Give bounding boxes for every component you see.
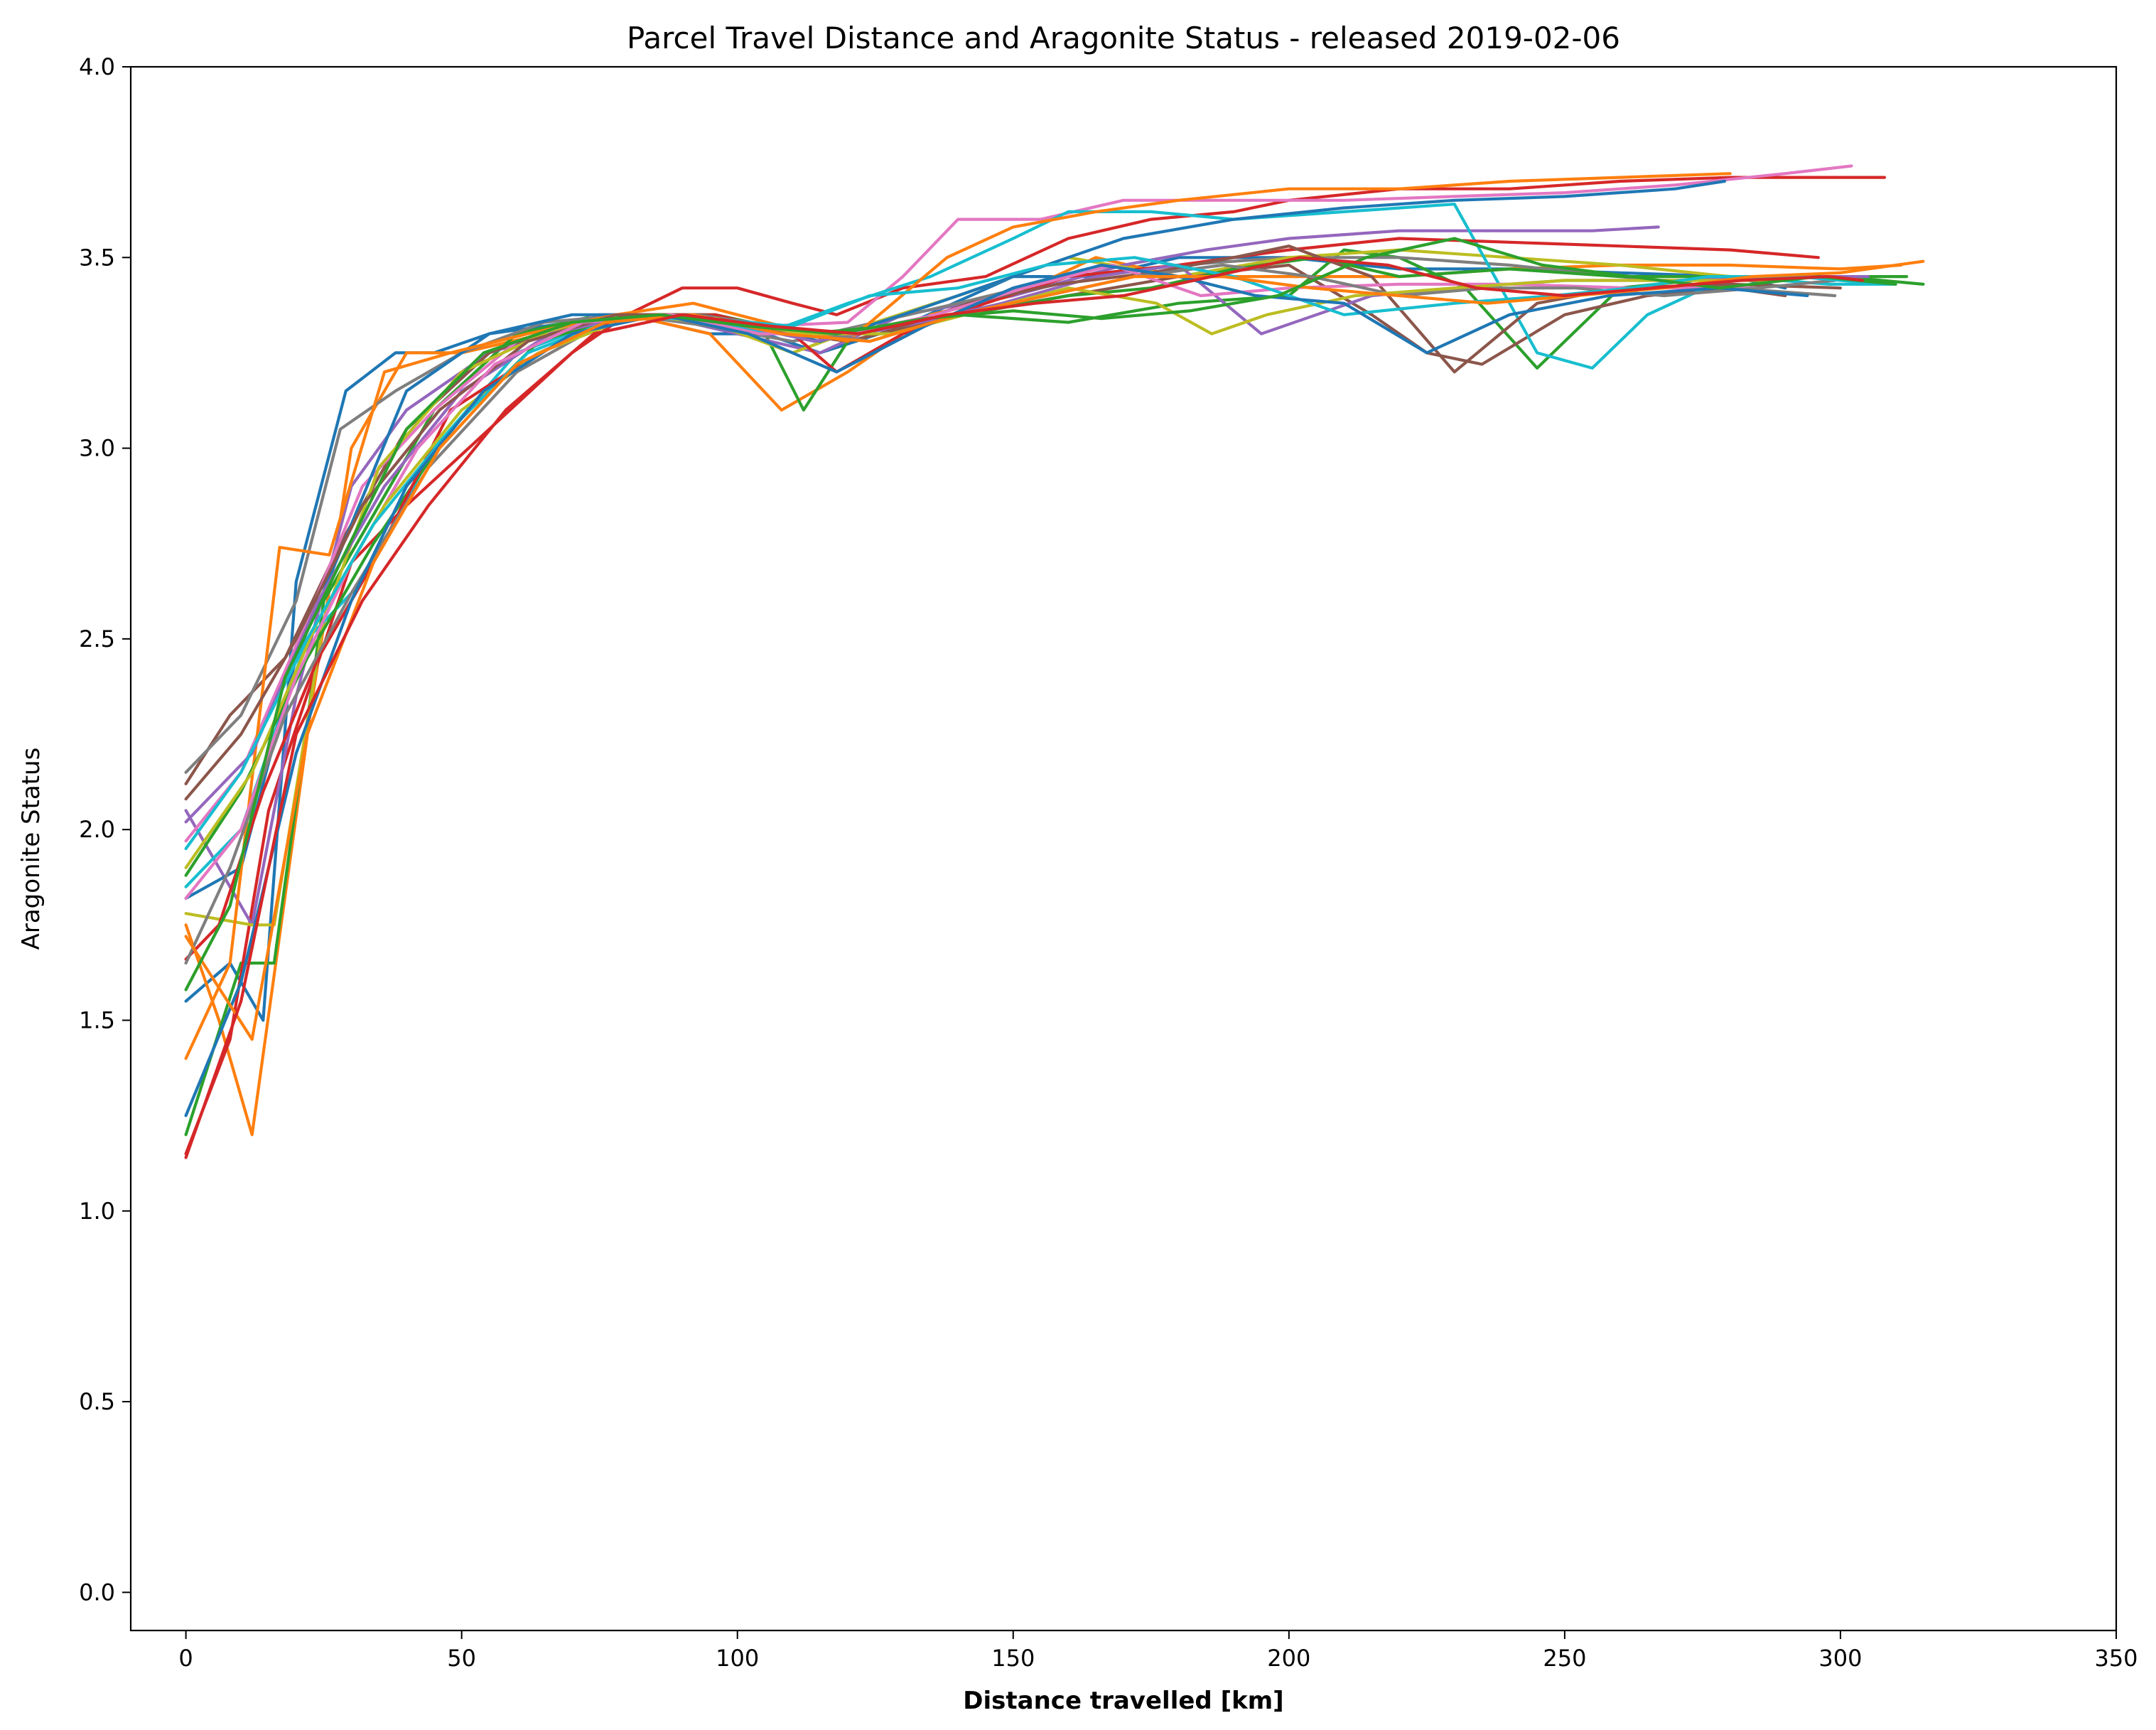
- x-tick-label: 50: [447, 1645, 476, 1672]
- series-line-23: [184, 237, 1897, 992]
- x-tick-label: 300: [1818, 1645, 1862, 1672]
- y-tick-label: 2.0: [79, 816, 115, 843]
- y-tick-label: 0.5: [79, 1388, 115, 1415]
- x-tick-label: 350: [2094, 1645, 2138, 1672]
- plot-frame: [129, 65, 2118, 1632]
- x-tick-label: 200: [1267, 1645, 1310, 1672]
- series-layer: [184, 164, 1925, 1159]
- y-tick-label: 0.0: [79, 1579, 115, 1606]
- x-tick-label: 150: [991, 1645, 1035, 1672]
- chart-title: Parcel Travel Distance and Aragonite Sta…: [627, 21, 1620, 55]
- y-tick-label: 2.5: [79, 625, 115, 652]
- series-line-24: [184, 256, 1865, 1159]
- y-axis: 0.0 0.5 1.0 1.5 2.0 2.5 3.0 3.5 4.0: [79, 53, 131, 1606]
- x-tick-label: 100: [716, 1645, 759, 1672]
- x-axis-label: Distance travelled [km]: [963, 1687, 1283, 1715]
- y-tick-label: 1.5: [79, 1006, 115, 1033]
- y-tick-label: 3.5: [79, 244, 115, 271]
- y-axis-label: Aragonite Status: [17, 748, 45, 950]
- series-line-20: [184, 256, 1887, 851]
- x-tick-label: 0: [178, 1645, 193, 1672]
- x-axis: 0 50 100 150 200 250 300 350: [178, 1630, 2138, 1672]
- y-tick-label: 1.0: [79, 1198, 115, 1225]
- y-tick-label: 4.0: [79, 53, 115, 80]
- x-tick-label: 250: [1543, 1645, 1586, 1672]
- y-tick-label: 3.0: [79, 435, 115, 462]
